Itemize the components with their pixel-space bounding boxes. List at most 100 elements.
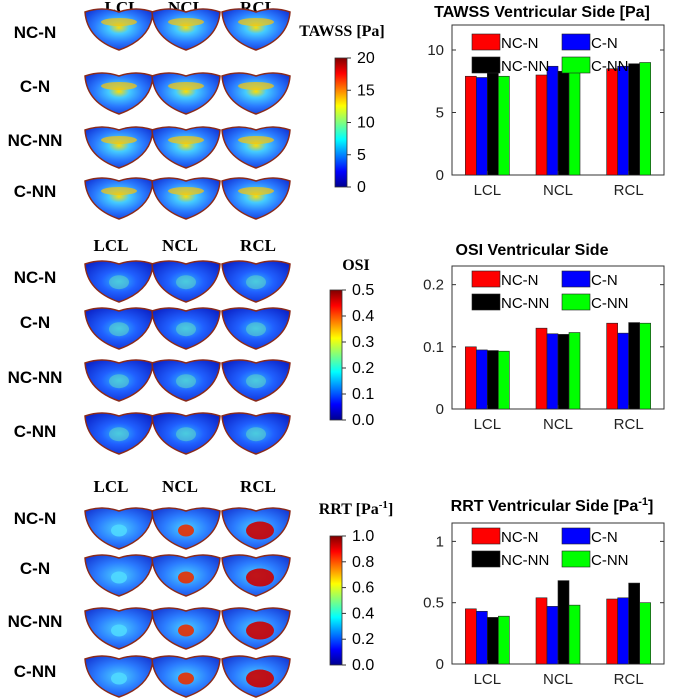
row-label-nc-nn: NC-NN xyxy=(8,368,63,387)
legend-swatch-c-n xyxy=(561,527,591,545)
leaflet-tawss-c-n-rcl xyxy=(221,72,291,115)
colorbar-tick-label: 0 xyxy=(357,179,366,196)
leaflet-tawss-c-nn-ncl xyxy=(151,177,221,220)
y-tick-label: 10 xyxy=(427,42,444,59)
row-label-c-n: C-N xyxy=(20,77,50,96)
row-label-nc-n: NC-N xyxy=(14,268,57,287)
legend-label-c-n: C-N xyxy=(591,272,618,289)
colorbar-tick-label: 0.6 xyxy=(352,580,374,597)
x-tick-label-lcl: LCL xyxy=(474,416,502,433)
hotspot xyxy=(246,427,266,442)
y-tick-label: 0 xyxy=(436,167,444,184)
colorbar-tick-label: 0.8 xyxy=(352,554,374,571)
hotspot xyxy=(246,669,274,688)
hotspot xyxy=(168,82,204,90)
legend-swatch-c-nn xyxy=(561,550,591,568)
hotspot xyxy=(246,521,274,540)
hotspot xyxy=(178,672,194,685)
bar-rcl-c-n xyxy=(617,597,629,665)
legend-swatch-nc-n xyxy=(471,33,501,51)
leaflet-tawss-nc-nn-rcl xyxy=(221,126,291,169)
colorbar-tick-label: 0.1 xyxy=(352,386,374,403)
row-label-c-nn: C-NN xyxy=(14,422,57,441)
legend-swatch-c-nn xyxy=(561,56,591,74)
hotspot xyxy=(246,374,266,389)
bar-ncl-c-n xyxy=(546,606,559,665)
legend-label-nc-n: NC-N xyxy=(501,272,539,289)
hotspot xyxy=(238,136,274,144)
colorbar-tick-label: 10 xyxy=(357,115,375,132)
y-tick-label: 5 xyxy=(436,105,444,122)
hotspot xyxy=(246,275,266,290)
row-label-nc-nn: NC-NN xyxy=(8,612,63,631)
bar-lcl-c-n xyxy=(476,349,488,410)
colorbar-title-sup: -1 xyxy=(379,499,388,511)
bar-ncl-nc-nn xyxy=(557,334,570,410)
hotspot xyxy=(238,187,274,195)
bar-chart-3: RRT Ventricular Side [Pa-1] 0 0.5 1 LCL NCL RC… xyxy=(423,496,665,688)
row-label-c-n: C-N xyxy=(20,559,50,578)
bar-ncl-c-nn xyxy=(568,69,581,176)
bar-lcl-nc-nn xyxy=(487,350,499,410)
column-label-ncl: NCL xyxy=(162,236,198,255)
column-label-lcl: LCL xyxy=(94,477,129,496)
bar-ncl-nc-nn xyxy=(557,580,570,665)
bar-lcl-c-nn xyxy=(498,615,510,665)
x-tick-label-rcl: RCL xyxy=(614,416,644,433)
column-label-rcl: RCL xyxy=(240,236,276,255)
hotspot xyxy=(101,18,137,26)
bar-lcl-nc-n xyxy=(465,346,477,410)
leaflet-tawss-c-n-lcl xyxy=(84,72,154,115)
colorbar-tawss: TAWSS [Pa] 20 15 10 5 0 xyxy=(299,23,385,196)
bar-rcl-nc-n xyxy=(606,598,618,665)
legend-label-c-n: C-N xyxy=(591,35,618,52)
bar-lcl-c-nn xyxy=(498,75,510,176)
legend-swatch-c-n xyxy=(561,270,591,288)
hotspot xyxy=(168,136,204,144)
hotspot xyxy=(168,187,204,195)
colorbar-tick-label: 5 xyxy=(357,147,366,164)
heatmap-panel-osi: LCL NCL RCLNC-NC-NNC-NNC-NNOSI0.50.40.30.2… xyxy=(8,236,374,455)
bar-ncl-c-nn xyxy=(568,332,581,410)
legend: NC-N C-NNC-NN C-NN xyxy=(471,270,629,312)
row-label-nc-n: NC-N xyxy=(14,23,57,42)
leaflet-tawss-c-nn-rcl xyxy=(221,177,291,220)
y-tick-label: 0 xyxy=(436,656,444,673)
colorbar-title: TAWSS [Pa] xyxy=(299,23,385,40)
bar-ncl-nc-n xyxy=(535,597,548,665)
column-label-lcl: LCL xyxy=(94,236,129,255)
legend-swatch-nc-n xyxy=(471,270,501,288)
legend-label-c-nn: C-NN xyxy=(591,295,629,312)
colorbar-gradient xyxy=(329,535,343,666)
column-label-rcl: RCL xyxy=(240,477,276,496)
legend-label-nc-nn: NC-NN xyxy=(501,552,549,569)
legend-label-nc-n: NC-N xyxy=(501,35,539,52)
hotspot xyxy=(176,275,196,290)
bar-lcl-c-nn xyxy=(498,350,510,410)
bar-ncl-c-nn xyxy=(568,604,581,665)
hotspot xyxy=(109,374,129,389)
leaflet-tawss-c-n-ncl xyxy=(151,72,221,115)
colorbar-gradient xyxy=(329,289,343,421)
y-tick-label: 1 xyxy=(436,533,444,550)
x-tick-label-lcl: LCL xyxy=(474,182,502,199)
bar-rcl-nc-nn xyxy=(628,322,640,410)
colorbar-tick-label: 0.5 xyxy=(352,282,374,299)
legend-swatch-nc-nn xyxy=(471,56,501,74)
row-label-nc-n: NC-N xyxy=(14,509,57,528)
bar-lcl-nc-n xyxy=(465,608,477,665)
legend-label-c-nn: C-NN xyxy=(591,58,629,75)
row-label-c-nn: C-NN xyxy=(14,662,57,681)
row-label-c-n: C-N xyxy=(20,313,50,332)
x-tick-label-ncl: NCL xyxy=(543,182,573,199)
bar-ncl-nc-n xyxy=(535,74,548,176)
legend: NC-N C-NNC-NN C-NN xyxy=(471,33,629,75)
colorbar-tick-label: 20 xyxy=(357,50,375,67)
chart-title: OSI Ventricular Side xyxy=(456,242,609,259)
bar-lcl-nc-nn xyxy=(487,617,499,665)
hotspot xyxy=(101,187,137,195)
bar-ncl-nc-n xyxy=(535,327,548,410)
legend: NC-N C-NNC-NN C-NN xyxy=(471,527,629,569)
legend-swatch-nc-nn xyxy=(471,550,501,568)
